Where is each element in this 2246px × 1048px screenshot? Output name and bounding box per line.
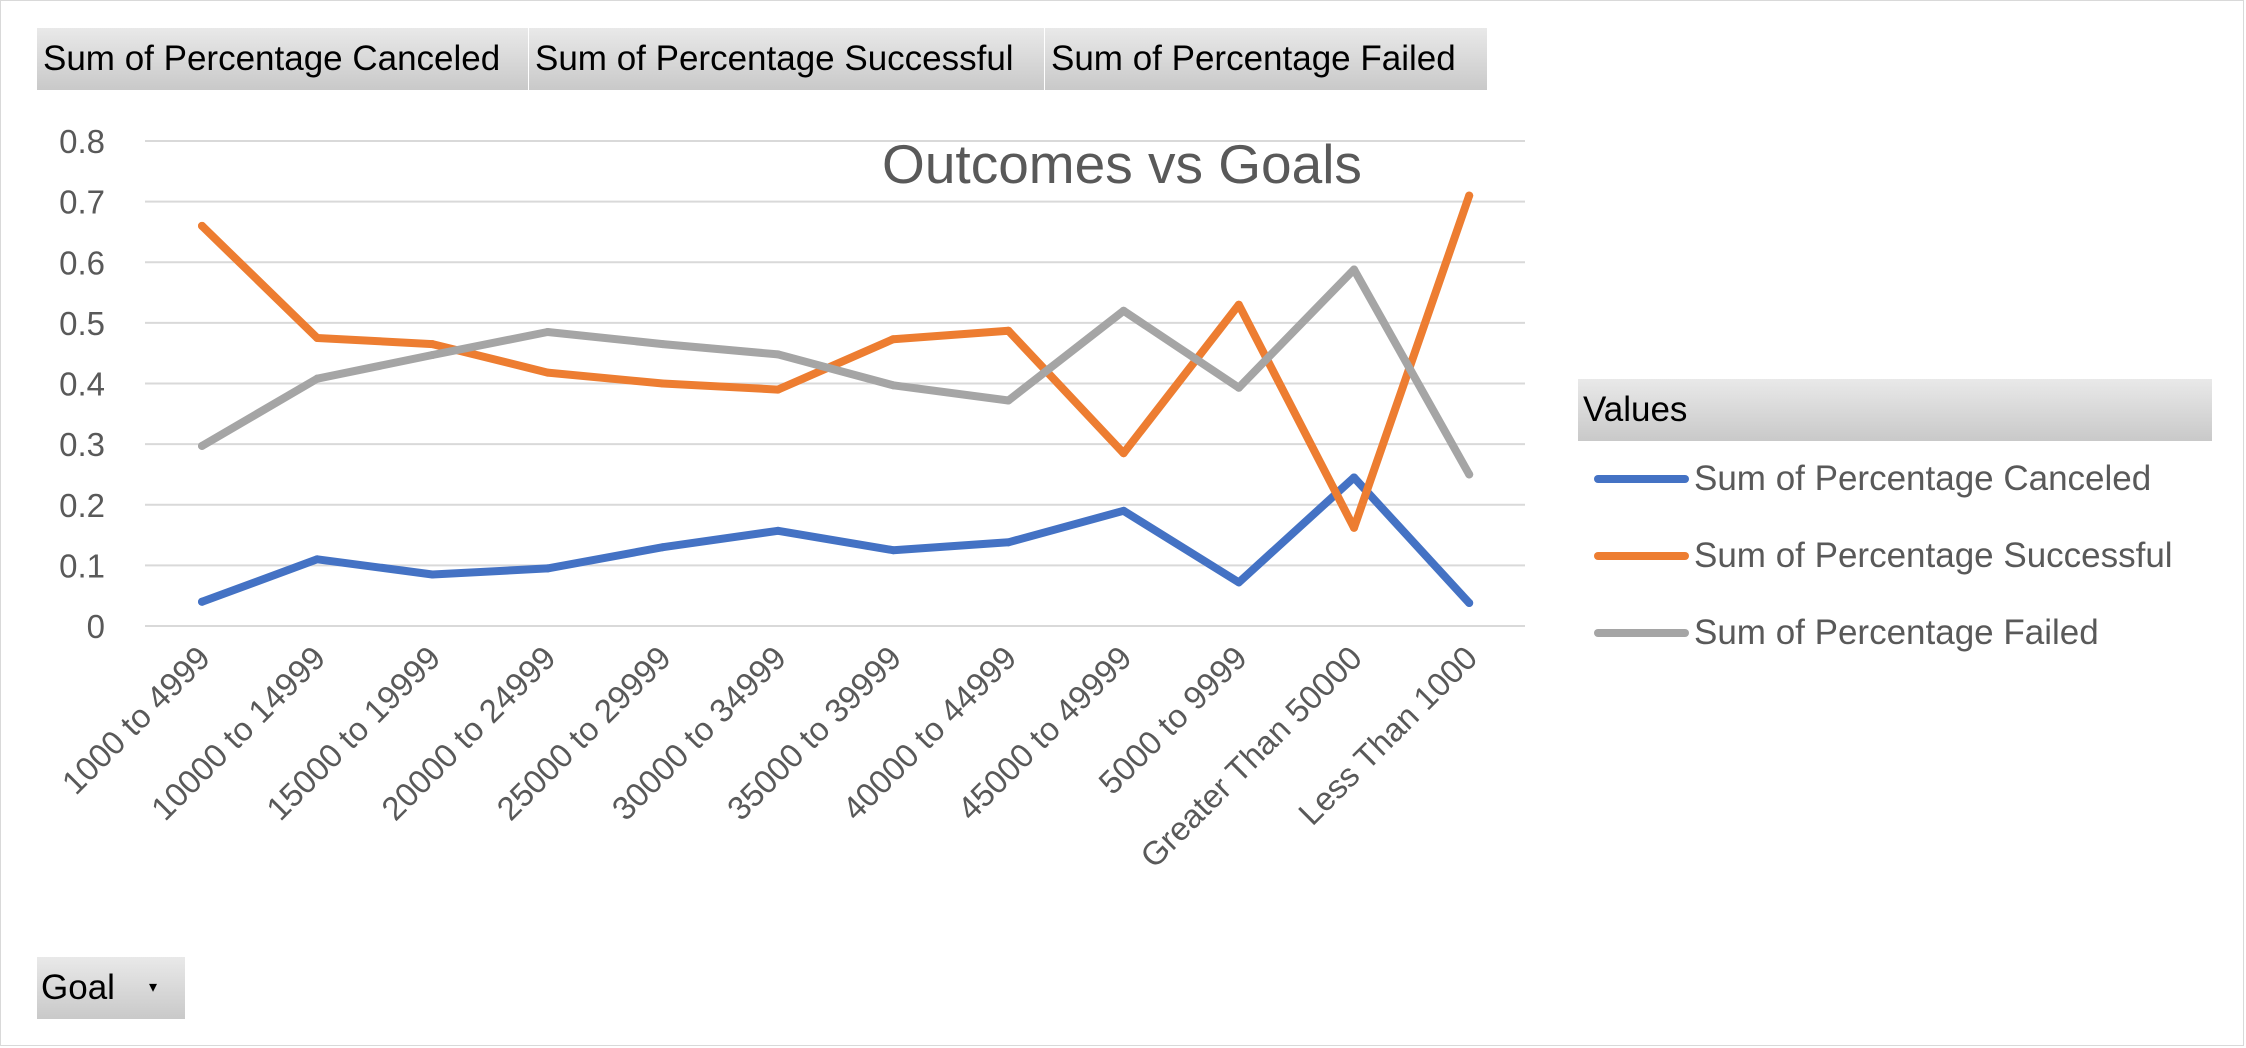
data-point-successful [198,221,206,230]
legend-swatch-successful [1594,552,1689,560]
field-button-successful[interactable]: Sum of Percentage Successful [529,28,1045,90]
data-point-successful [658,379,667,388]
legend-swatch-canceled [1594,475,1689,483]
data-point-failed [198,441,206,450]
data-point-canceled [1350,473,1358,482]
data-point-canceled [313,555,322,564]
field-button-canceled[interactable]: Sum of Percentage Canceled [37,28,529,90]
data-point-successful [543,368,552,377]
data-point-failed [428,351,437,360]
data-point-successful [428,340,437,349]
x-tick-label: Greater Than 50000 [1133,639,1369,875]
data-point-successful [774,385,782,394]
y-tick-label: 0.3 [59,426,105,463]
data-point-failed [1004,396,1013,405]
data-point-failed [889,381,898,390]
data-point-failed [1465,470,1474,479]
chart-title: Outcomes vs Goals [882,133,1362,195]
y-tick-label: 0 [87,608,105,645]
data-point-successful [1004,326,1013,335]
data-point-successful [1119,449,1128,458]
data-point-canceled [543,564,552,573]
data-point-successful [1465,191,1474,200]
data-point-canceled [889,546,898,555]
data-point-canceled [774,526,782,535]
y-tick-label: 0.5 [59,305,105,342]
data-point-successful [313,334,322,343]
field-button-failed[interactable]: Sum of Percentage Failed [1045,28,1488,90]
series-line-successful [198,191,1474,532]
y-tick-label: 0.4 [59,366,105,403]
data-point-canceled [1004,538,1013,547]
data-point-failed [543,327,552,336]
y-tick-label: 0.6 [59,244,105,281]
goal-filter-button[interactable]: Goal ▾ [37,957,185,1019]
data-point-failed [1234,383,1243,392]
data-point-failed [658,340,667,349]
data-point-failed [774,350,782,359]
series-line-failed [198,265,1474,479]
legend-header[interactable]: Values [1578,379,2212,441]
goal-filter-label: Goal [41,968,115,1007]
data-point-successful [1350,523,1358,532]
y-tick-label: 0.7 [59,184,105,221]
y-tick-label: 0.1 [59,547,105,584]
data-point-failed [1350,265,1358,274]
data-point-failed [1119,306,1128,315]
series-line-canceled [198,473,1474,607]
chevron-down-icon: ▾ [149,979,158,996]
data-point-canceled [658,543,667,552]
data-point-canceled [1119,506,1128,515]
data-point-failed [313,374,322,383]
legend-swatch-failed [1594,629,1689,637]
y-tick-label: 0.2 [59,487,105,524]
data-point-canceled [428,570,437,579]
data-point-successful [889,335,898,344]
data-point-canceled [1234,578,1243,587]
data-point-successful [1234,300,1243,309]
legend-label-canceled: Sum of Percentage Canceled [1694,459,2152,498]
legend-label-failed: Sum of Percentage Failed [1694,613,2099,652]
legend-label-successful: Sum of Percentage Successful [1694,536,2173,575]
data-point-canceled [1465,598,1474,607]
y-tick-label: 0.8 [59,123,105,160]
data-point-canceled [198,597,206,606]
